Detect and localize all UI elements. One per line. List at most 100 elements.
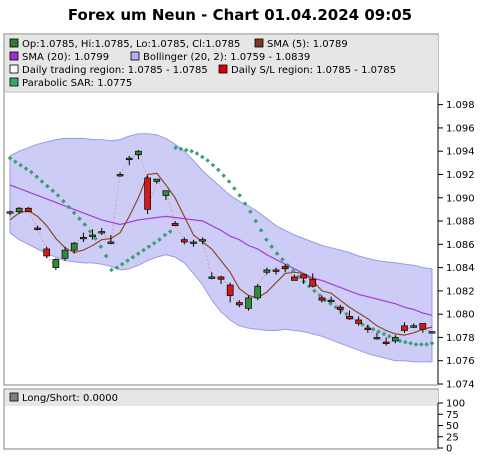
legend-swatch-trading-region bbox=[9, 64, 19, 74]
y-tick-label: 1.080 bbox=[446, 310, 475, 321]
candle-body-down bbox=[291, 276, 298, 281]
candle-connector bbox=[129, 154, 139, 159]
candle-body-down bbox=[144, 177, 151, 210]
candle-connector bbox=[422, 328, 433, 333]
sar-dot bbox=[413, 342, 419, 347]
sar-dot bbox=[424, 342, 429, 347]
candle-body-down bbox=[401, 325, 408, 331]
sar-dot bbox=[280, 257, 285, 262]
sar-dot bbox=[376, 329, 381, 334]
candle bbox=[300, 274, 313, 284]
sar-dot bbox=[114, 265, 120, 270]
candle-connector bbox=[312, 285, 323, 299]
candle-body-up bbox=[327, 299, 335, 303]
sar-dot bbox=[103, 253, 109, 259]
legend-entry-sl-region: Daily S/L region: 1.0785 - 1.0785 bbox=[218, 64, 396, 76]
candle-connector bbox=[229, 295, 240, 303]
candle-body-down bbox=[217, 276, 225, 280]
candle bbox=[15, 207, 29, 215]
candle bbox=[226, 282, 240, 303]
sar-dot bbox=[34, 174, 39, 180]
y-tick-label: 1.082 bbox=[446, 286, 475, 297]
legend: Op:1.0785, Hi:1.0785, Lo:1.0785, Cl:1.07… bbox=[9, 38, 396, 89]
sar-dot bbox=[29, 169, 34, 175]
sar-dot bbox=[258, 228, 264, 233]
legend-bollinger: Bollinger (20, 2): 1.0759 - 1.0839 bbox=[143, 52, 310, 63]
sar-dot bbox=[386, 333, 392, 339]
sar-dot bbox=[157, 237, 162, 242]
sar-dot bbox=[210, 162, 216, 168]
candle bbox=[208, 272, 221, 280]
candle-connector bbox=[174, 225, 185, 240]
legend-swatch-sl-region bbox=[218, 64, 228, 74]
sar-dot bbox=[408, 340, 413, 346]
legend-swatch-bollinger bbox=[130, 51, 140, 61]
candle-body-up bbox=[80, 236, 87, 240]
sar-dot bbox=[162, 232, 168, 238]
y-tick-label: 1.088 bbox=[446, 217, 475, 228]
y-axis: 1.074 1.076 1.078 1.080 1.082 1.084 1.086 1.088… bbox=[437, 93, 475, 391]
candle bbox=[419, 323, 433, 333]
candle-body-up bbox=[70, 242, 78, 251]
legend-trading-region: Daily trading region: 1.0785 - 1.0785 bbox=[22, 65, 208, 76]
candle bbox=[190, 239, 203, 247]
candle bbox=[410, 323, 423, 329]
sar-dot bbox=[119, 261, 125, 267]
sar-dot bbox=[221, 173, 226, 178]
sar-dot bbox=[7, 155, 13, 161]
candle bbox=[135, 150, 148, 179]
sar-dot bbox=[141, 247, 146, 253]
long-short-swatch bbox=[9, 392, 19, 402]
candle-body-up bbox=[190, 241, 197, 244]
legend-sar: Parabolic SAR: 1.0775 bbox=[22, 78, 132, 89]
legend-swatch-sar bbox=[9, 77, 19, 87]
sar-dot bbox=[429, 340, 435, 346]
candle bbox=[180, 237, 194, 245]
sar-dot bbox=[200, 154, 205, 160]
candle bbox=[254, 272, 268, 301]
sar-dot bbox=[269, 244, 275, 249]
sar-dot bbox=[189, 148, 194, 154]
candle bbox=[52, 257, 66, 270]
sar-dot bbox=[135, 251, 141, 256]
candle bbox=[80, 232, 93, 242]
candle bbox=[281, 264, 295, 278]
candle-connector bbox=[257, 272, 268, 287]
sar-dot bbox=[205, 158, 210, 163]
legend-sma5: SMA (5): 1.0789 bbox=[267, 39, 348, 50]
sar-dot bbox=[39, 179, 45, 184]
sub-y-tick-label: 25 bbox=[446, 432, 459, 443]
candle bbox=[199, 237, 213, 278]
sar-dot bbox=[71, 210, 77, 216]
sar-dot bbox=[82, 222, 88, 227]
sar-dot bbox=[66, 204, 72, 210]
sar-dot bbox=[173, 145, 178, 150]
legend-entry-ohlc: Op:1.0785, Hi:1.0785, Lo:1.0785, Cl:1.07… bbox=[9, 38, 240, 50]
candle-connector bbox=[358, 323, 368, 329]
y-tick-label: 1.098 bbox=[446, 100, 475, 111]
sub-y-tick-label: 0 bbox=[446, 444, 452, 455]
y-tick-label: 1.094 bbox=[446, 147, 475, 158]
candle-body-down bbox=[419, 323, 427, 330]
candle bbox=[171, 221, 185, 240]
sar-dot bbox=[130, 254, 136, 260]
candle-body-down bbox=[235, 302, 243, 306]
candle-body-down bbox=[336, 306, 344, 310]
sar-dot bbox=[98, 244, 104, 249]
sar-dot bbox=[194, 151, 200, 156]
candle-connector bbox=[193, 239, 203, 243]
candle-body-up bbox=[428, 331, 436, 334]
sar-dot bbox=[23, 166, 29, 171]
y-tick-label: 1.092 bbox=[446, 170, 475, 181]
candle-connector bbox=[138, 151, 148, 179]
long-short-label: Long/Short: 0.0000 bbox=[22, 393, 118, 404]
candle-body-up bbox=[107, 241, 115, 244]
candle-connector bbox=[165, 190, 176, 224]
candle bbox=[364, 324, 378, 338]
y-tick-label: 1.078 bbox=[446, 333, 475, 344]
candle-body-up bbox=[199, 239, 207, 242]
candle-body-down bbox=[364, 327, 372, 330]
sar-dot bbox=[290, 268, 296, 274]
